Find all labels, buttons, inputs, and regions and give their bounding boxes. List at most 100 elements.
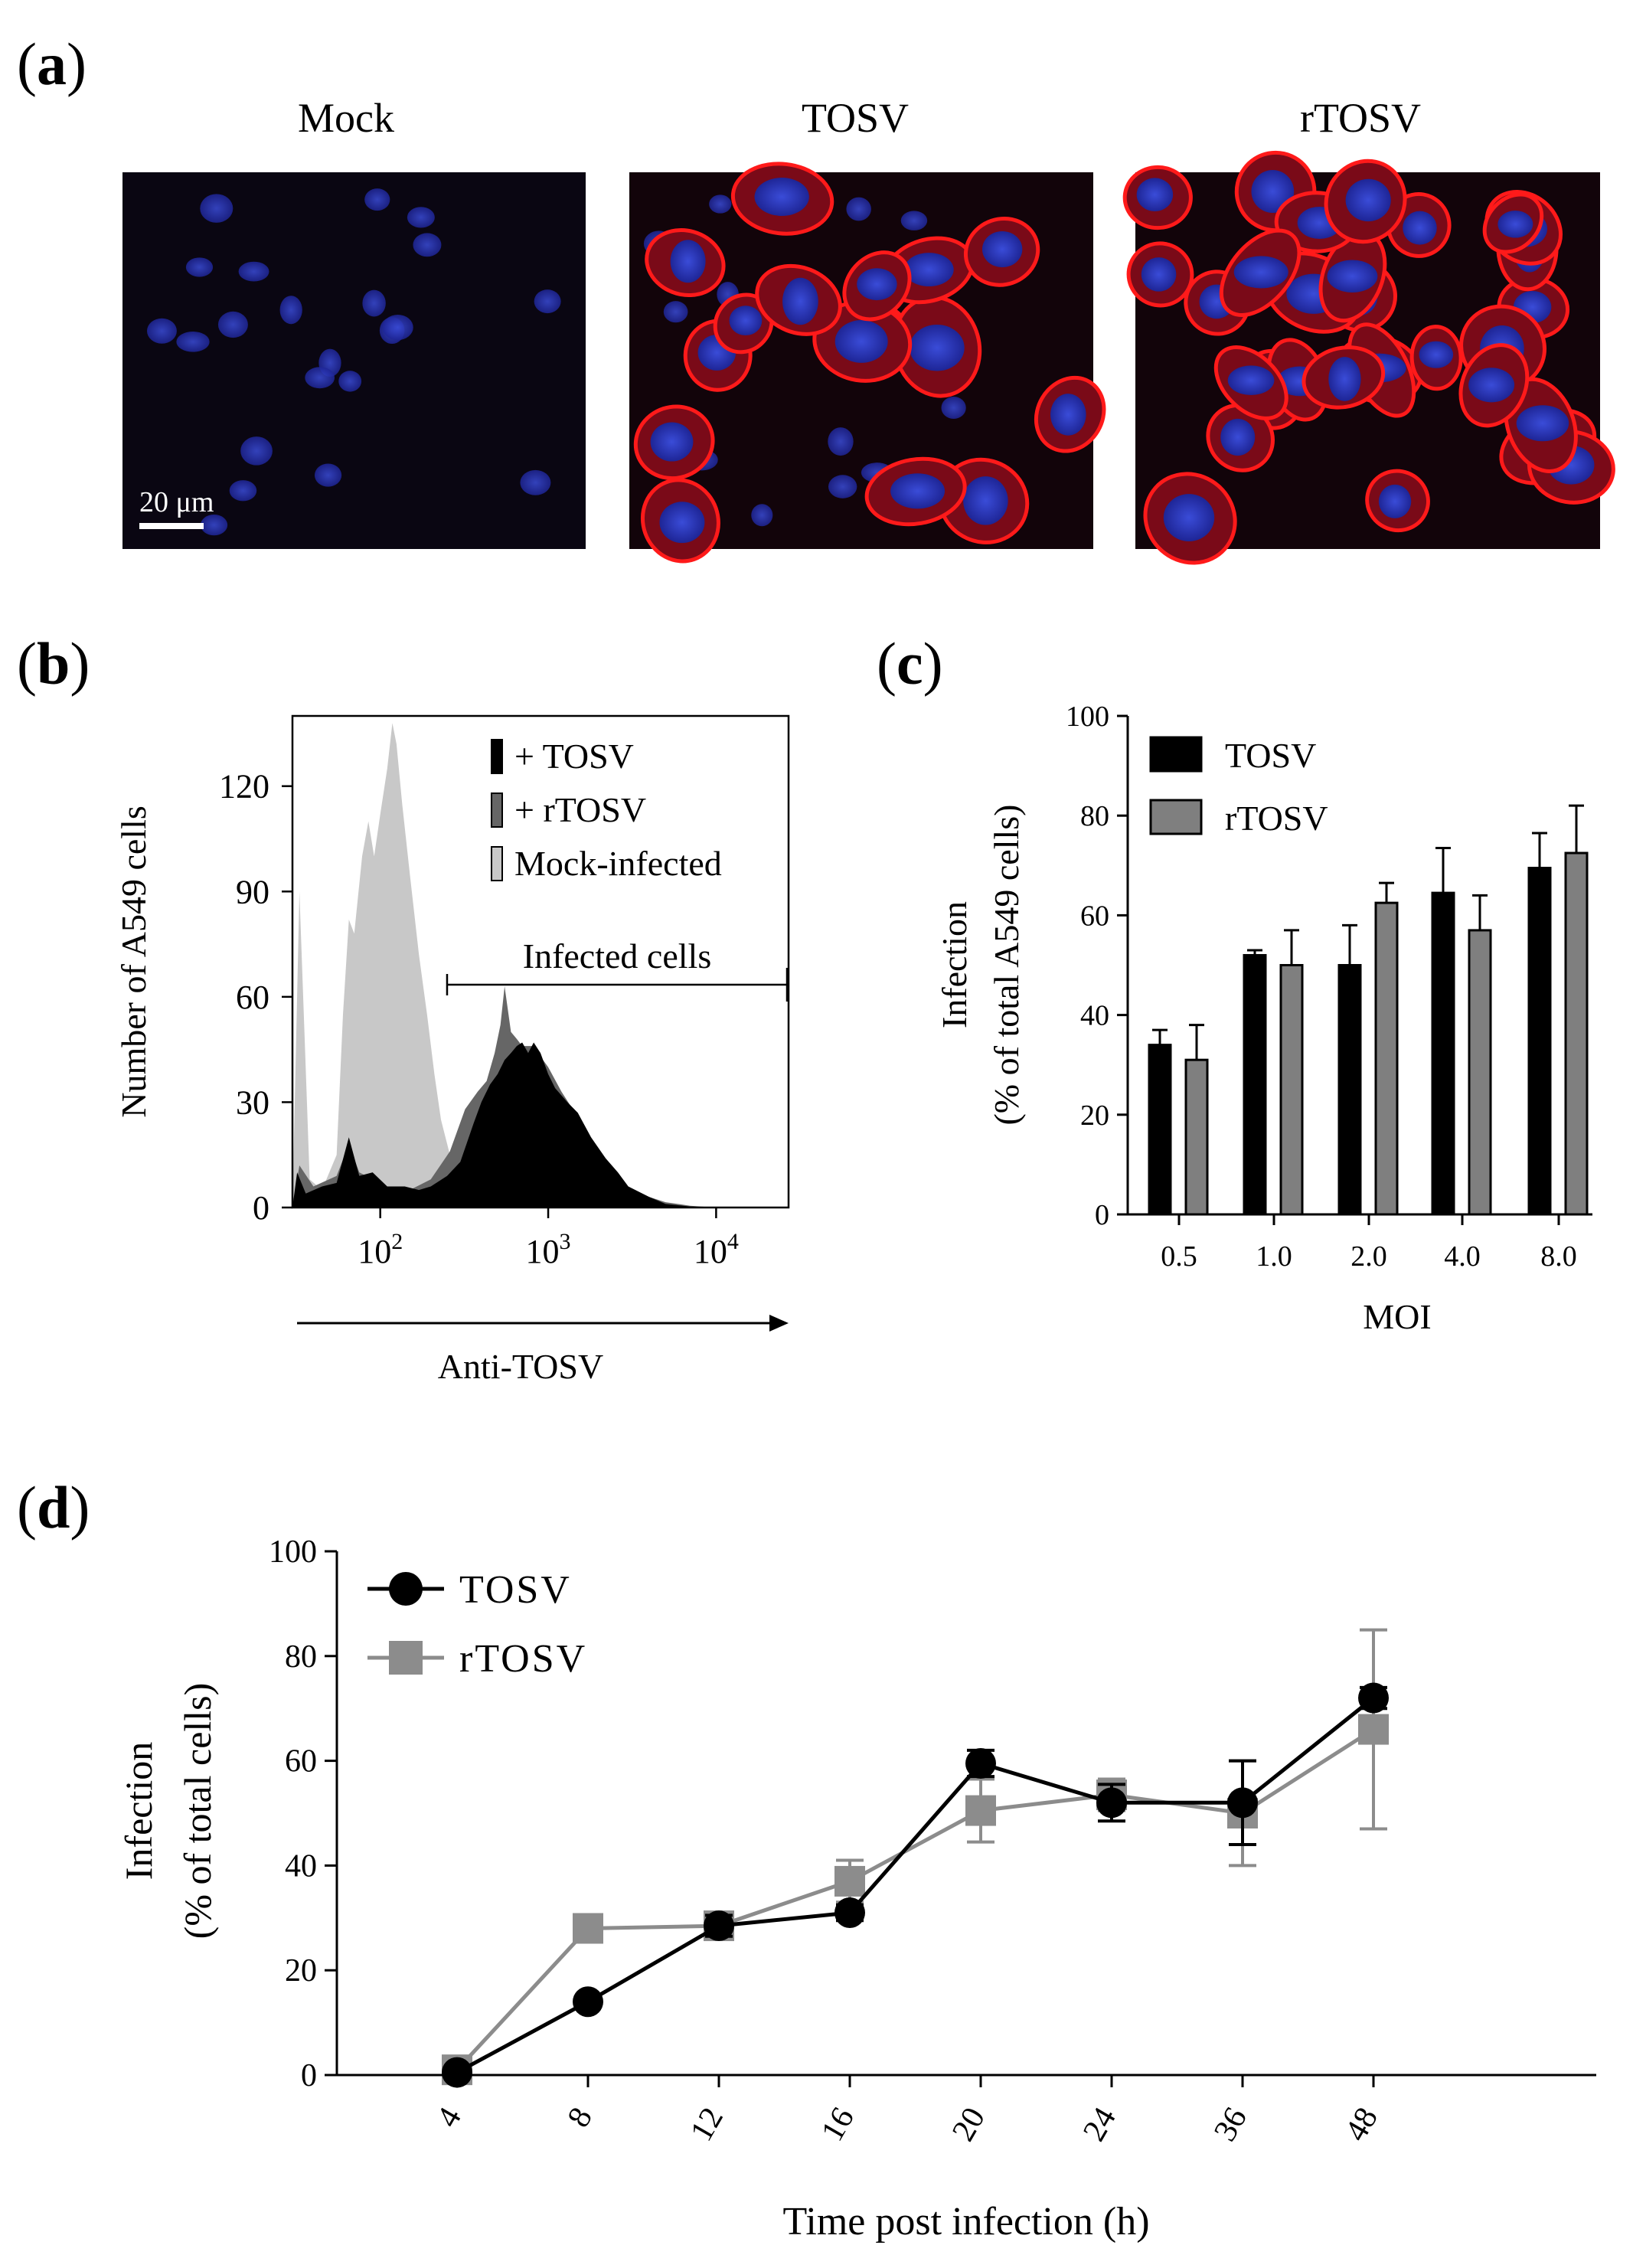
- y-tick-label: 20: [1080, 1100, 1109, 1132]
- histogram-series-tosv: [292, 1042, 717, 1208]
- bar-tosv-8.0: [1527, 867, 1552, 1216]
- legend-label: TOSV: [459, 1568, 572, 1612]
- bar-tosv-4.0: [1431, 891, 1455, 1216]
- bar-rtosv-8.0: [1564, 851, 1589, 1216]
- bar-rtosv-0.5: [1184, 1058, 1209, 1216]
- x-tick-label: 36: [1207, 2102, 1254, 2147]
- cell-nucleus: [782, 277, 818, 325]
- cell-nucleus: [238, 261, 269, 282]
- legend-swatch: [1149, 799, 1203, 835]
- legend-marker: [389, 1641, 423, 1675]
- y-tick-label: 90: [236, 873, 269, 910]
- cell-nucleus: [900, 211, 928, 230]
- legend-swatch: [1149, 736, 1203, 773]
- cell-nucleus: [663, 301, 688, 323]
- x-tick-label: 2.0: [1350, 1240, 1387, 1273]
- cell-nucleus: [1497, 210, 1533, 238]
- y-tick-label: 30: [236, 1083, 269, 1121]
- scale-bar: [139, 523, 204, 529]
- cell-nucleus: [1378, 484, 1412, 518]
- y-axis-label-line1: Infection: [935, 901, 974, 1028]
- series-line-tosv: [456, 1696, 1375, 2074]
- image-title-rtosv: rTOSV: [1300, 95, 1421, 141]
- gate-label: Infected cells: [523, 936, 711, 976]
- y-axis-label: Number of A549 cells: [114, 806, 153, 1118]
- cell-nucleus: [200, 515, 228, 536]
- x-tick-label: 4: [430, 2102, 469, 2133]
- bar-rtosv-2.0: [1374, 901, 1399, 1216]
- y-tick-label: 80: [1080, 800, 1109, 832]
- point-rtosv-48: [1358, 1714, 1389, 1745]
- point-tosv-8: [573, 1986, 603, 2018]
- y-tick-label: 0: [301, 2058, 317, 2093]
- y-axis-label-line1: Infection: [117, 1742, 160, 1880]
- point-rtosv-16: [834, 1865, 865, 1897]
- bar-tosv-1.0: [1243, 953, 1267, 1216]
- bar-tosv-2.0: [1337, 964, 1362, 1216]
- point-tosv-16: [834, 1897, 865, 1928]
- y-tick-label: 20: [285, 1953, 317, 1989]
- cell-nucleus: [670, 240, 706, 283]
- histogram-chart: 0 30 60 90 120 102 103 104 Infected cells + TO…: [114, 714, 790, 1386]
- legend-label: Mock-infected: [514, 844, 722, 883]
- bar-rtosv-1.0: [1279, 964, 1304, 1216]
- image-title-tosv: TOSV: [802, 95, 909, 141]
- cell-nucleus: [305, 367, 335, 389]
- y-tick-label: 100: [1066, 701, 1109, 733]
- x-axis-label: MOI: [1363, 1297, 1431, 1336]
- cell-nucleus: [828, 475, 857, 498]
- cell-nucleus: [751, 504, 773, 527]
- cell-nucleus: [382, 314, 413, 341]
- cell-nucleus: [364, 188, 390, 211]
- legend-label: + rTOSV: [514, 790, 646, 829]
- cell-nucleus: [1050, 394, 1086, 436]
- panel-d-label: (d): [17, 1474, 90, 1541]
- cell-nucleus: [754, 178, 809, 216]
- cell-nucleus: [1136, 178, 1174, 212]
- legend-label: rTOSV: [1225, 799, 1328, 838]
- scale-bar-label: 20 μm: [139, 486, 214, 518]
- line-legend: TOSV rTOSV: [367, 1568, 587, 1681]
- legend-marker: [389, 1572, 423, 1606]
- histogram-series-mockinfected: [292, 723, 549, 1208]
- x-tick-label: 48: [1338, 2102, 1385, 2147]
- cell-nucleus: [709, 194, 732, 214]
- x-axis-label: Anti-TOSV: [438, 1347, 603, 1386]
- cell-nucleus: [941, 397, 966, 420]
- series-line-rtosv: [456, 1727, 1375, 2071]
- bar-legend: TOSV rTOSV: [1149, 736, 1328, 838]
- cell-nucleus: [963, 476, 1008, 525]
- cell-nucleus: [904, 253, 954, 287]
- cell-nucleus: [1516, 405, 1569, 442]
- plot-frame: [291, 714, 790, 1209]
- cell-nucleus: [650, 422, 694, 462]
- cell-nucleus: [1328, 357, 1361, 401]
- y-tick-label: 60: [1080, 900, 1109, 932]
- cell-nucleus: [176, 332, 210, 352]
- cell-nucleus: [981, 230, 1023, 268]
- cell-nucleus: [828, 427, 854, 456]
- legend-label: rTOSV: [459, 1637, 587, 1681]
- cell-nucleus: [217, 311, 248, 338]
- y-tick-label: 120: [219, 768, 269, 806]
- cell-nucleus: [1141, 257, 1177, 292]
- point-tosv-12: [704, 1910, 734, 1942]
- point-tosv-20: [965, 1748, 996, 1779]
- x-axis-label: Time post infection (h): [782, 2200, 1149, 2243]
- cell-nucleus: [890, 473, 946, 509]
- image-title-mock: Mock: [298, 95, 394, 141]
- cell-nucleus: [1403, 211, 1437, 245]
- panel-b-label: (b): [17, 630, 90, 697]
- cell-nucleus: [407, 207, 435, 228]
- point-tosv-48: [1358, 1682, 1389, 1714]
- cell-nucleus: [534, 289, 561, 314]
- cell-nucleus: [1327, 260, 1378, 293]
- cell-nucleus: [846, 197, 871, 221]
- bar-chart: 0 20 40 60 80 100 0.5 1.0 2.0 4.0 8.0 TOSV rTOSV I…: [935, 701, 1592, 1336]
- cell-nucleus: [1220, 418, 1256, 456]
- point-tosv-36: [1227, 1787, 1258, 1819]
- y-tick-label: 40: [285, 1848, 317, 1884]
- cell-nucleus: [413, 233, 442, 257]
- y-tick-label: 0: [253, 1189, 269, 1227]
